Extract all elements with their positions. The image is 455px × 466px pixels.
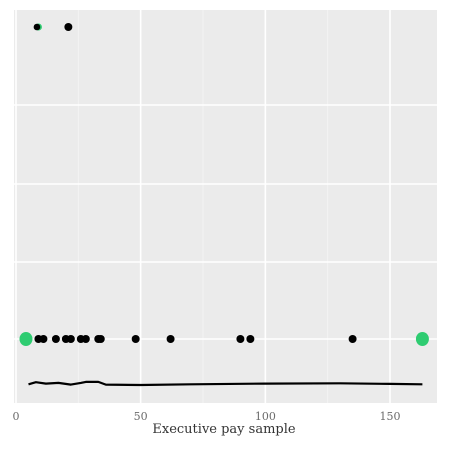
data-point bbox=[81, 335, 90, 343]
points-layer bbox=[19, 23, 429, 346]
highlight-point bbox=[19, 332, 33, 346]
x-tick-label: 0 bbox=[13, 410, 20, 423]
x-tick-label: 50 bbox=[134, 410, 148, 423]
data-point bbox=[246, 335, 255, 343]
plot-panel bbox=[14, 10, 437, 403]
x-axis-title: Executive pay sample bbox=[152, 422, 295, 437]
data-point bbox=[348, 335, 357, 343]
data-point bbox=[96, 335, 105, 343]
trend-layer bbox=[28, 380, 423, 387]
data-point bbox=[236, 335, 245, 343]
x-tick-labels: 0 50 100 150 bbox=[13, 410, 401, 423]
data-point bbox=[51, 335, 60, 343]
data-point bbox=[66, 335, 75, 343]
data-point bbox=[33, 23, 41, 31]
x-tick-label: 100 bbox=[255, 410, 276, 423]
data-point bbox=[39, 335, 48, 343]
data-point bbox=[64, 23, 73, 31]
data-point bbox=[131, 335, 140, 343]
x-tick-label: 150 bbox=[380, 410, 401, 423]
highlight-point bbox=[415, 332, 429, 346]
trend-line bbox=[28, 380, 423, 387]
data-point bbox=[166, 335, 175, 343]
